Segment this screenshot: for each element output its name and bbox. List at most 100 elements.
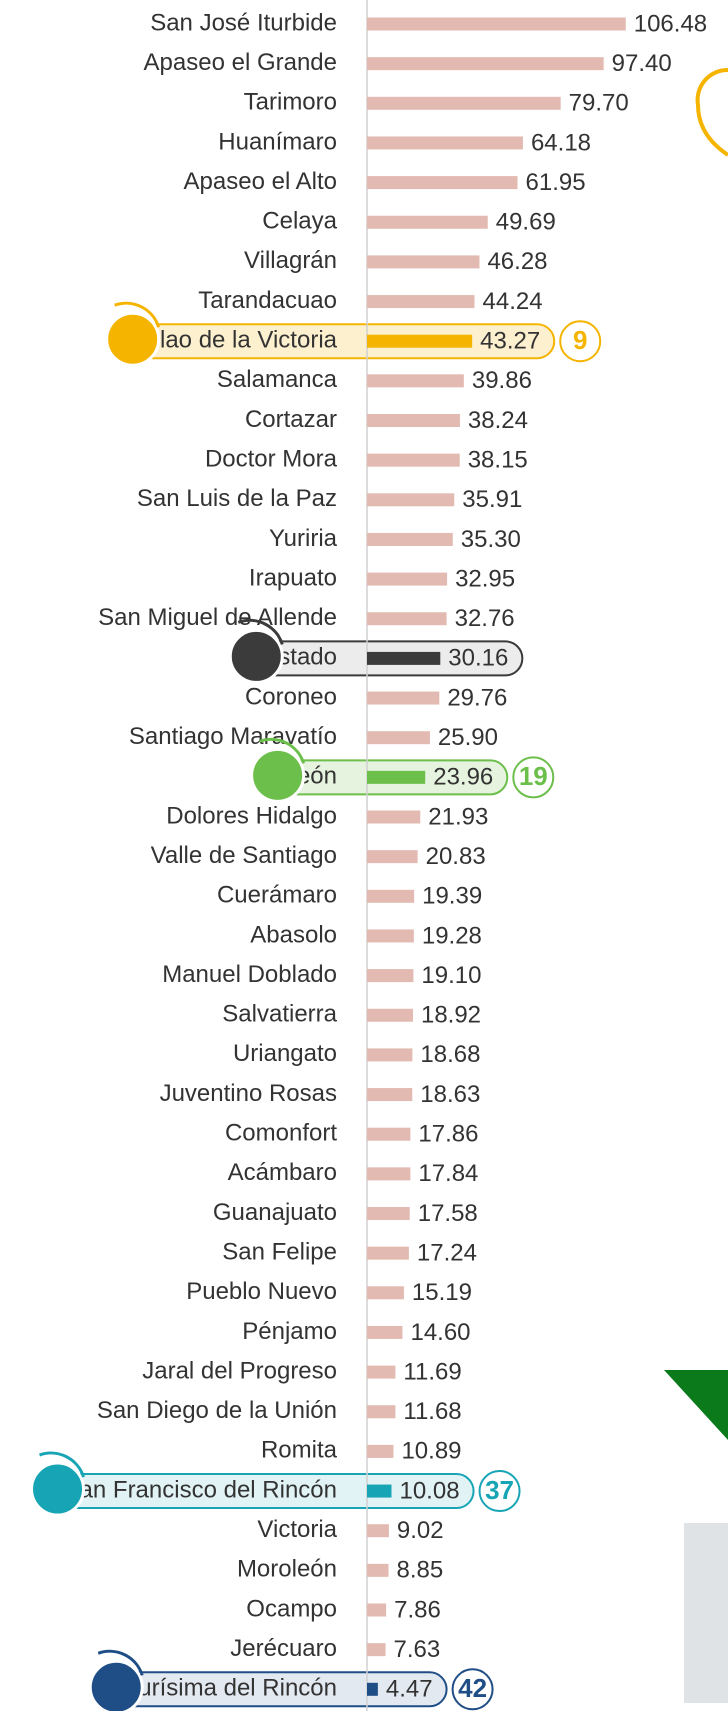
bar [367, 1524, 389, 1538]
value-label: 19.39 [422, 883, 482, 910]
value-label: 10.08 [399, 1477, 459, 1504]
value-label: 32.76 [455, 605, 515, 632]
bar [367, 414, 460, 427]
category-label: San Luis de la Paz [137, 485, 337, 512]
category-label: Romita [261, 1437, 338, 1464]
category-label: Manuel Doblado [162, 961, 337, 988]
category-label: Ocampo [246, 1595, 337, 1622]
value-label: 97.40 [612, 50, 672, 77]
bar [367, 1484, 392, 1498]
category-label: Silao de la Victoria [139, 327, 338, 354]
bar [367, 1444, 394, 1458]
category-label: Comonfort [225, 1120, 337, 1147]
category-label: Moroleón [237, 1556, 337, 1583]
bar [367, 1325, 403, 1339]
value-label: 38.24 [468, 407, 528, 434]
category-label: Tarandacuao [198, 287, 337, 314]
value-label: 19.28 [422, 922, 482, 949]
bar [367, 770, 426, 784]
value-label: 20.83 [426, 843, 486, 870]
bar [367, 1167, 411, 1181]
value-label: 29.76 [447, 684, 507, 711]
rank-label: 37 [485, 1475, 514, 1505]
value-label: 19.10 [421, 962, 481, 989]
bar [367, 1563, 389, 1577]
value-label: 64.18 [531, 129, 591, 156]
category-label: Villagrán [244, 247, 337, 274]
bar [367, 374, 464, 388]
value-label: 35.30 [461, 526, 521, 553]
region-icon-arc [259, 737, 306, 764]
value-label: 21.93 [428, 803, 488, 830]
value-label: 14.60 [410, 1319, 470, 1346]
region-icon-arc [97, 1649, 144, 1676]
rank-circle [512, 756, 555, 799]
category-label: Coroneo [245, 683, 337, 710]
category-label: Cuerámaro [217, 882, 337, 909]
bar [367, 1088, 413, 1102]
value-label: 23.96 [433, 764, 493, 791]
category-label: Yuriria [269, 525, 338, 552]
category-label: Purísima del Rincón [122, 1675, 337, 1702]
value-label: 106.48 [634, 10, 707, 37]
value-label: 18.68 [420, 1041, 480, 1068]
bar [367, 453, 460, 467]
bar [367, 136, 523, 150]
bar [367, 532, 453, 546]
bar [367, 810, 421, 824]
category-label: Tarimoro [244, 89, 337, 116]
category-label: Cortazar [245, 406, 337, 433]
bar [367, 255, 480, 269]
rank-label: 9 [573, 325, 587, 355]
category-label: Uriangato [233, 1040, 337, 1067]
value-label: 18.92 [421, 1002, 481, 1029]
value-label: 17.84 [418, 1160, 478, 1187]
bar [367, 96, 561, 110]
region-icon [250, 747, 306, 803]
region-icon-arc [39, 1451, 85, 1478]
bar [367, 1127, 411, 1141]
category-label: Pueblo Nuevo [186, 1278, 337, 1305]
value-label: 32.95 [455, 565, 515, 592]
value-label: 17.86 [418, 1121, 478, 1148]
region-icon-arc [237, 618, 284, 645]
bar [367, 612, 447, 626]
bar [367, 1246, 409, 1260]
rank-label: 42 [458, 1673, 487, 1703]
bar [367, 929, 414, 943]
value-label: 46.28 [487, 248, 547, 275]
value-label: 7.63 [394, 1636, 441, 1663]
bar [367, 295, 475, 309]
bar [367, 850, 418, 864]
decoration [664, 1370, 728, 1440]
category-label: Apaseo el Grande [144, 49, 337, 76]
value-label: 4.47 [386, 1676, 433, 1703]
category-label: Jaral del Progreso [142, 1357, 337, 1384]
bar [367, 176, 518, 190]
category-label: San Diego de la Unión [97, 1397, 337, 1424]
value-label: 38.15 [468, 446, 528, 473]
category-label: Irapuato [249, 564, 337, 591]
value-label: 10.89 [401, 1438, 461, 1465]
category-label: San José Iturbide [150, 9, 337, 36]
category-label: Acámbaro [228, 1159, 337, 1186]
bar [367, 493, 455, 507]
bar [367, 17, 626, 31]
category-label: San Felipe [222, 1238, 337, 1265]
category-label: Victoria [257, 1516, 337, 1543]
rank-circle [559, 320, 602, 363]
decoration [695, 67, 728, 157]
bar [367, 889, 415, 903]
value-label: 17.24 [417, 1239, 477, 1266]
value-label: 49.69 [496, 209, 556, 236]
rank-label: 19 [519, 761, 548, 791]
region-icon [228, 628, 284, 684]
value-label: 11.69 [403, 1358, 461, 1385]
category-label: Salvatierra [222, 1001, 337, 1028]
category-label: Pénjamo [242, 1318, 337, 1345]
value-label: 15.19 [412, 1279, 472, 1306]
bar [367, 1405, 396, 1419]
bar [367, 1643, 386, 1657]
